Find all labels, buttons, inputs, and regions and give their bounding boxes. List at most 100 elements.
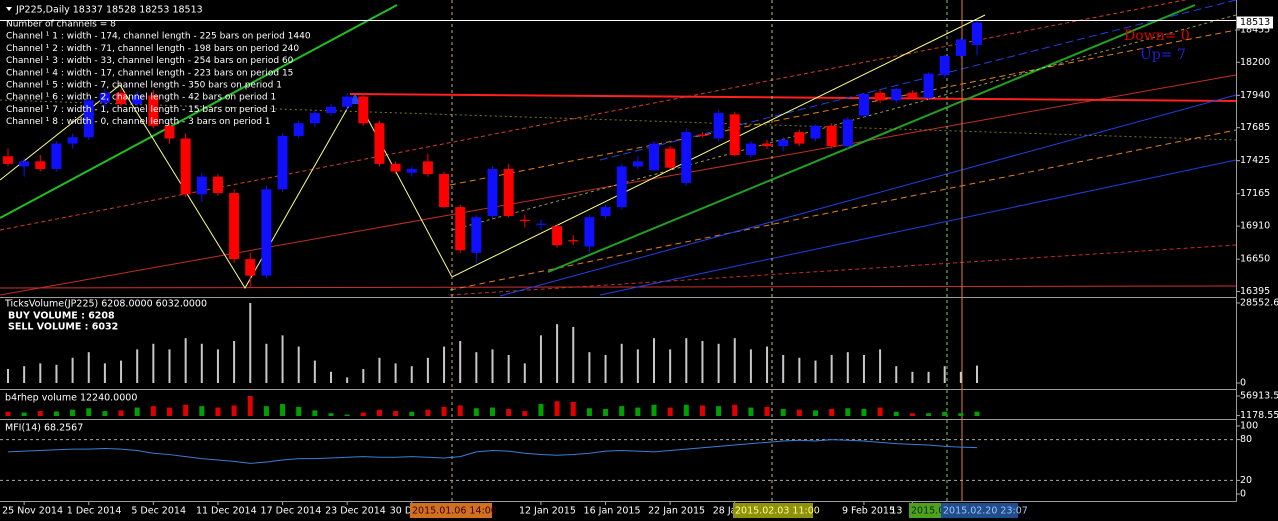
- y-tick-label: 56913.55: [1240, 391, 1278, 402]
- candle-body: [406, 168, 417, 173]
- cursor-label: 2015.0: [911, 506, 944, 517]
- y-tick-label: 0: [1240, 489, 1246, 500]
- mfi-line: [7, 439, 978, 464]
- candle-body: [51, 143, 62, 169]
- volume-bar: [459, 340, 462, 383]
- volume-bar: [780, 408, 786, 416]
- volume-bar: [39, 363, 42, 383]
- volume-bar: [523, 363, 526, 383]
- candle-body: [196, 176, 207, 195]
- volume-bar: [554, 401, 560, 416]
- chart-title: JP225,Daily 18337 18528 18253 18513: [15, 5, 203, 16]
- volume-bar: [233, 340, 236, 383]
- channel-lines: [0, 0, 1237, 297]
- y-tick-label: 18455: [1240, 24, 1270, 35]
- volume-bar: [199, 406, 205, 416]
- volume-bar: [475, 352, 478, 383]
- volume-bar: [281, 335, 284, 383]
- x-tick-label: 23 Dec 2014: [325, 506, 386, 517]
- volume-bar: [877, 407, 883, 416]
- volume-bar: [716, 406, 722, 416]
- y-tick-label: 17165: [1240, 188, 1270, 199]
- channel-info: Channel ¹ 6 : width - 2, channel length …: [6, 93, 276, 103]
- candle-body: [858, 94, 869, 116]
- volume-bar: [845, 408, 851, 416]
- volume-bar: [506, 408, 512, 416]
- candle-body: [245, 259, 256, 276]
- volume-bar: [829, 408, 835, 416]
- volume-bar: [441, 406, 447, 416]
- volume-bar: [861, 408, 867, 416]
- volume-bar: [491, 349, 494, 383]
- volume-bar: [183, 404, 189, 416]
- channel-info: Channel ¹ 7 : width - 1, channel length …: [6, 105, 276, 115]
- volume-bar: [764, 406, 770, 416]
- candle-body: [358, 96, 369, 124]
- volume-bar: [635, 407, 641, 416]
- volume-bar: [150, 406, 156, 416]
- candle-body: [810, 125, 821, 139]
- mfi-title: MFI(14) 68.2567: [5, 423, 83, 434]
- candle-body: [293, 123, 304, 136]
- candle-body: [681, 132, 692, 183]
- y-tick-label: 16910: [1240, 221, 1270, 232]
- candle-body: [439, 174, 450, 208]
- volume-bar: [344, 414, 350, 416]
- candle-body: [212, 176, 223, 194]
- cursor-label: 2015.01.06 14:00: [412, 506, 497, 517]
- cursor-label: 2015.02.03 11:00: [735, 506, 820, 517]
- volume-bar: [683, 404, 689, 416]
- y-tick-label: 17685: [1240, 122, 1270, 133]
- candle-body: [600, 207, 611, 216]
- y-tick-label: 20: [1240, 475, 1252, 486]
- volume-bar: [507, 354, 510, 383]
- candle-body: [745, 143, 756, 155]
- volume-bar: [330, 371, 332, 383]
- volume-bar: [5, 411, 11, 416]
- volume-bar: [701, 340, 704, 383]
- candle-body: [19, 161, 30, 167]
- volume-bar: [249, 303, 252, 383]
- channel-info: Channel ¹ 8 : width - 0, channel length …: [6, 117, 271, 127]
- candle-body: [972, 22, 982, 45]
- volume-bar: [974, 411, 980, 416]
- x-tick-label: 12 Jan 2015: [519, 506, 576, 517]
- volume-bar: [911, 371, 914, 383]
- volume-bar: [21, 412, 27, 416]
- volume-info: BUY VOLUME : 6208: [8, 311, 115, 322]
- volume-bar: [409, 411, 415, 416]
- volume-bar: [426, 357, 429, 383]
- candle-body: [277, 135, 288, 190]
- volume-bar: [732, 404, 738, 416]
- x-tick-label: 22 Jan 2015: [648, 506, 705, 517]
- volume-bar: [346, 377, 349, 383]
- x-tick-label: 1 Dec 2014: [67, 506, 122, 517]
- candle-body: [665, 148, 676, 168]
- last-price-label: 18513: [1240, 17, 1270, 28]
- volume-bar: [410, 366, 413, 383]
- volume-bar: [733, 338, 736, 383]
- channel-info: Channel ¹ 2 : width - 71, channel length…: [6, 44, 299, 54]
- channel-info: Channel ¹ 1 : width - 174, channel lengt…: [6, 32, 311, 42]
- candle-body: [907, 92, 918, 98]
- volume-bar: [717, 343, 720, 383]
- volume-bar: [184, 338, 187, 383]
- candle-body: [891, 88, 902, 101]
- candle-body: [568, 240, 579, 242]
- volume-bar: [297, 346, 300, 383]
- candle-body: [955, 39, 966, 56]
- candle-body: [552, 226, 563, 246]
- volume-bar: [619, 406, 625, 416]
- volume-bar: [539, 335, 542, 383]
- volume-bar: [473, 408, 479, 416]
- candle-body: [632, 161, 643, 167]
- volume-bar: [86, 408, 92, 416]
- volume-bar: [55, 364, 58, 383]
- cursor-box: [909, 503, 941, 518]
- x-tick-label: 28 Ja: [713, 506, 737, 517]
- y-tick-label: 100: [1240, 421, 1258, 432]
- volume-bar: [280, 404, 286, 416]
- x-tick-label: 30 Dec: [390, 506, 424, 517]
- volume-bar: [103, 363, 106, 383]
